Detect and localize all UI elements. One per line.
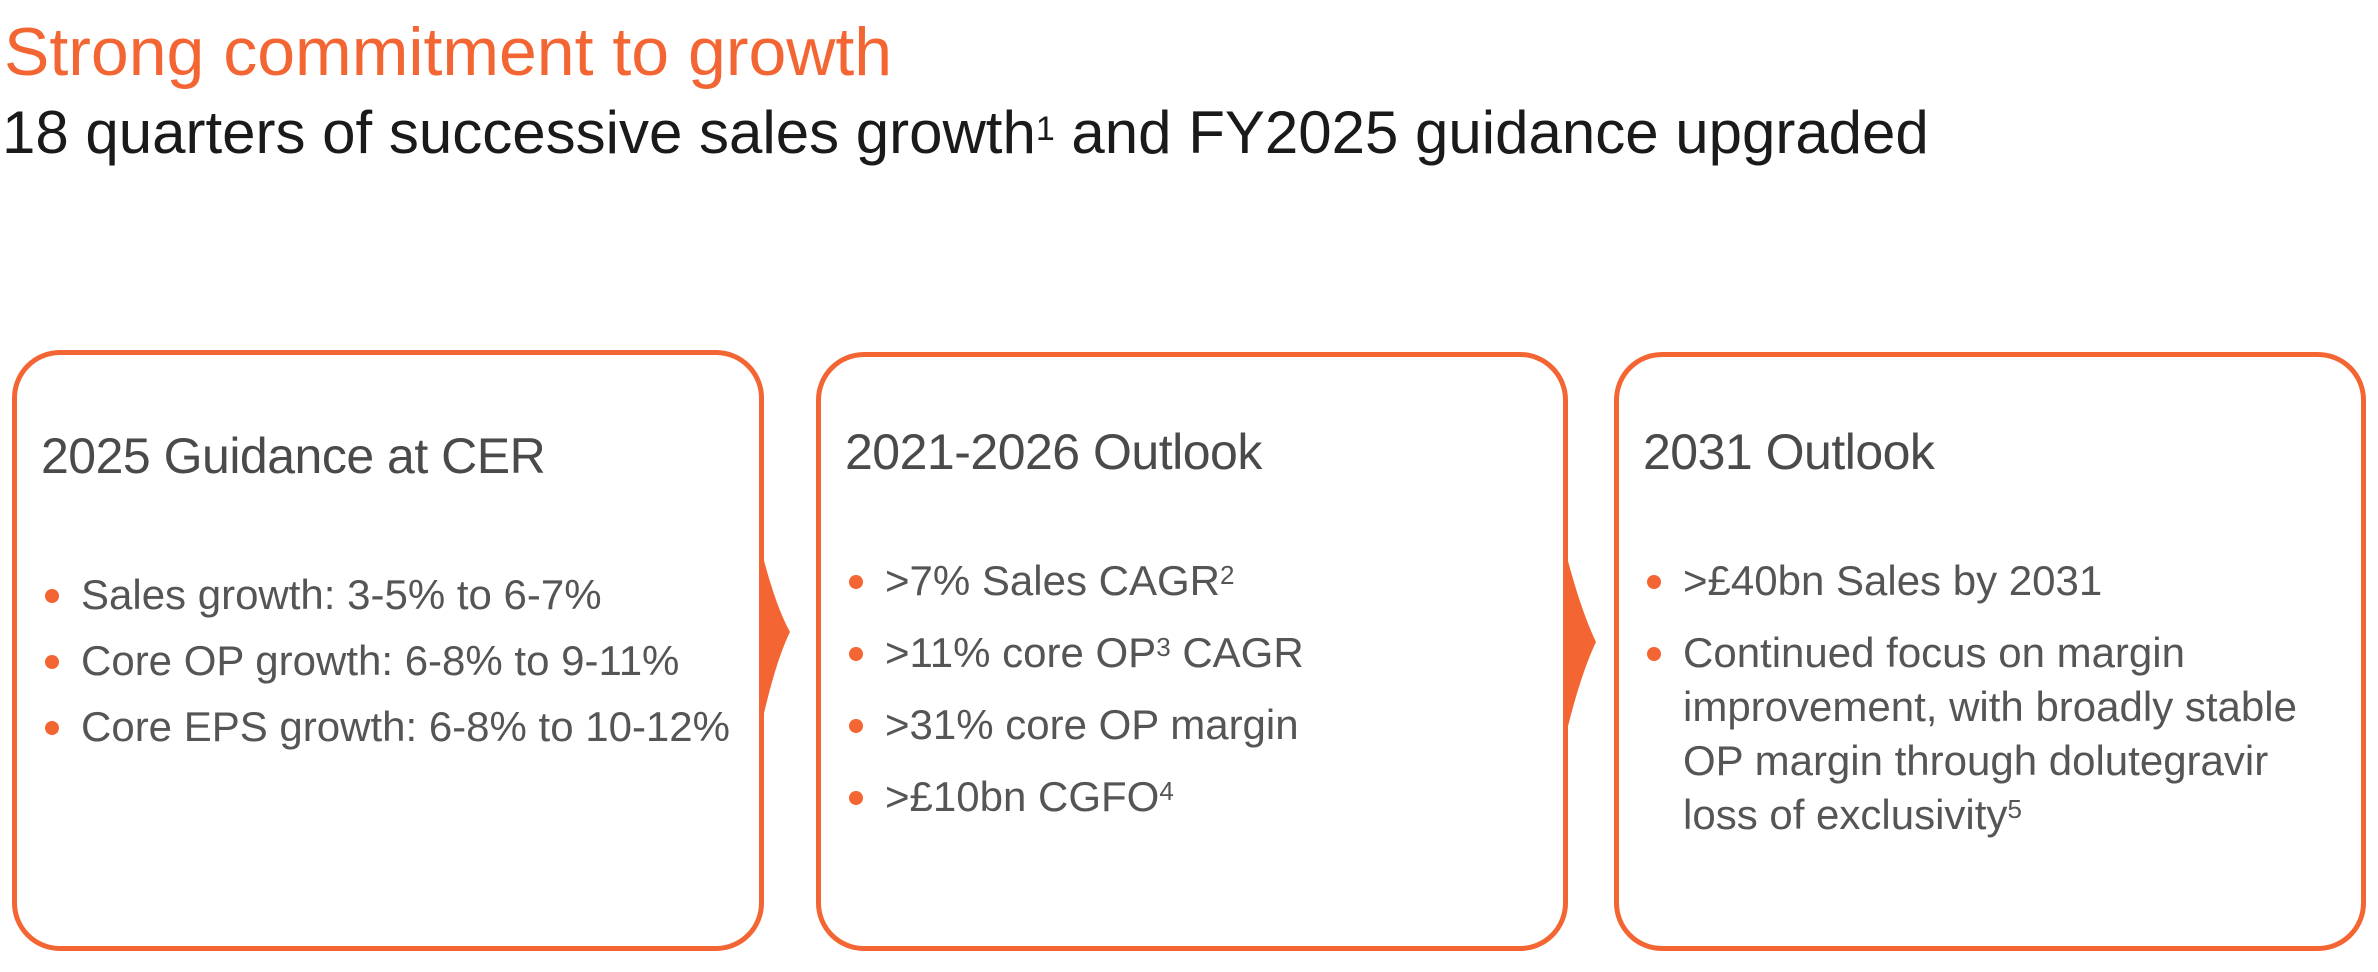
list-item: >7% Sales CAGR2 <box>845 554 1304 608</box>
bullet-dot-icon <box>849 791 863 805</box>
bullet-dot-icon <box>849 719 863 733</box>
list-item: Sales growth: 3-5% to 6-7% <box>41 568 730 622</box>
bullet-text: >31% core OP margin <box>885 701 1299 748</box>
bullet-dot-icon <box>1647 575 1661 589</box>
card-heading: 2021-2026 Outlook <box>845 423 1262 481</box>
list-item: Core OP growth: 6-8% to 9-11% <box>41 634 730 688</box>
list-item: Continued focus on margin improvement, w… <box>1643 626 2303 842</box>
bullet-dot-icon <box>45 655 59 669</box>
list-item: >31% core OP margin <box>845 698 1304 752</box>
bullet-dot-icon <box>1647 647 1661 661</box>
footnote-ref: 5 <box>2007 794 2021 824</box>
card-2021-2026-outlook: 2021-2026 Outlook >7% Sales CAGR2 >11% c… <box>816 352 1568 951</box>
footnote-ref: 4 <box>1159 776 1173 806</box>
bullet-text: >11% core OP <box>885 629 1156 676</box>
footnote-ref: 2 <box>1220 560 1234 590</box>
bullet-list: >£40bn Sales by 2031 Continued focus on … <box>1643 554 2303 860</box>
list-item: >£40bn Sales by 2031 <box>1643 554 2303 608</box>
bullet-text: Sales growth: 3-5% to 6-7% <box>81 571 602 618</box>
card-heading: 2025 Guidance at CER <box>41 427 545 485</box>
bullet-list: Sales growth: 3-5% to 6-7% Core OP growt… <box>41 568 730 766</box>
bullet-dot-icon <box>45 589 59 603</box>
list-item: >£10bn CGFO4 <box>845 770 1304 824</box>
bullet-text: >£40bn Sales by 2031 <box>1683 557 2102 604</box>
card-2025-guidance: 2025 Guidance at CER Sales growth: 3-5% … <box>12 350 764 951</box>
card-heading: 2031 Outlook <box>1643 423 1934 481</box>
card-2031-outlook: 2031 Outlook >£40bn Sales by 2031 Contin… <box>1614 352 2366 951</box>
bullet-dot-icon <box>849 575 863 589</box>
bullet-text: >7% Sales CAGR <box>885 557 1220 604</box>
bullet-text: Continued focus on margin improvement, w… <box>1683 629 2297 838</box>
list-item: >11% core OP3 CAGR <box>845 626 1304 680</box>
bullet-text-suffix: CAGR <box>1171 629 1304 676</box>
footnote-ref: 3 <box>1156 632 1170 662</box>
bullet-text: Core OP growth: 6-8% to 9-11% <box>81 637 679 684</box>
bullet-dot-icon <box>45 721 59 735</box>
bullet-text: Core EPS growth: 6-8% to 10-12% <box>81 703 730 750</box>
bullet-dot-icon <box>849 647 863 661</box>
bullet-list: >7% Sales CAGR2 >11% core OP3 CAGR >31% … <box>845 554 1304 842</box>
bullet-text: >£10bn CGFO <box>885 773 1159 820</box>
list-item: Core EPS growth: 6-8% to 10-12% <box>41 700 730 754</box>
